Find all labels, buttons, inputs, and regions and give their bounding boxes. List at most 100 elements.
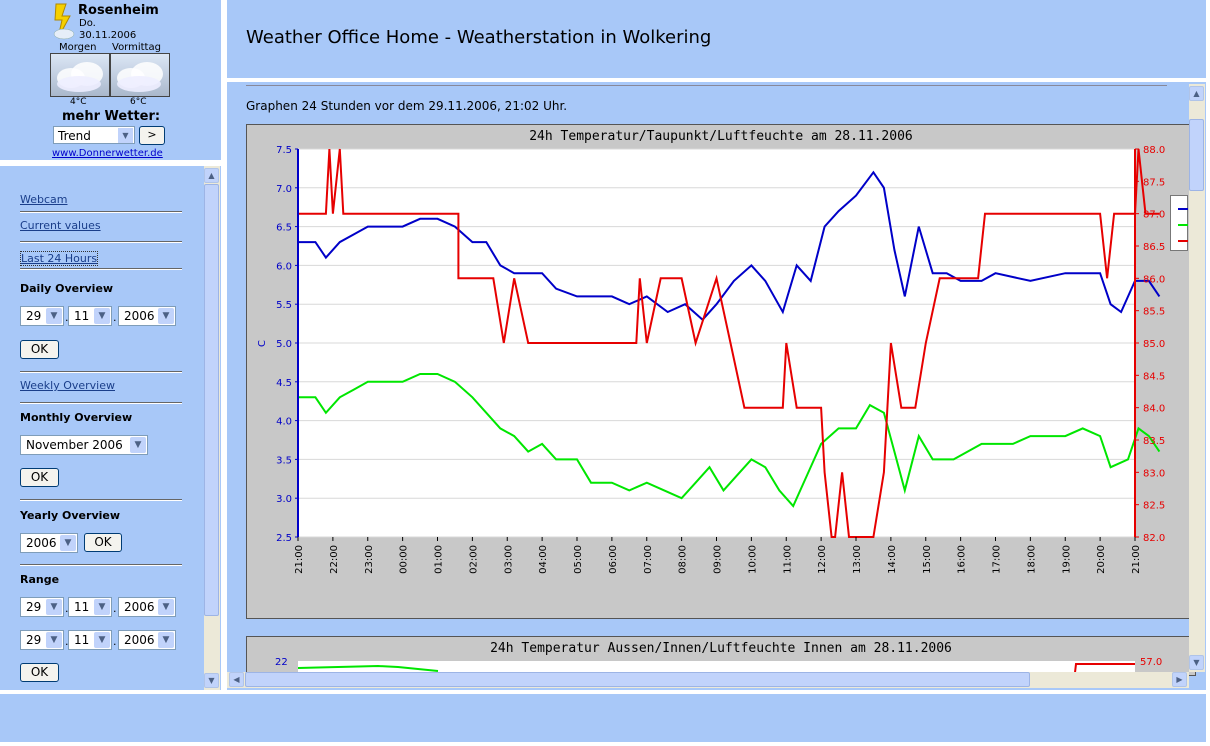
range-ok-button[interactable]: OK <box>20 663 59 682</box>
nav-link-current-values[interactable]: Current values <box>20 219 101 232</box>
chevron-down-icon: ▼ <box>46 308 62 324</box>
date-separator: . <box>113 635 117 648</box>
scroll-down-icon[interactable]: ▼ <box>204 673 219 688</box>
range-from-month-select[interactable]: 11 ▼ <box>68 597 112 617</box>
chevron-down-icon: ▼ <box>130 437 146 453</box>
scroll-right-icon[interactable]: ▶ <box>1172 672 1187 687</box>
x-tick-label: 02:00 <box>468 545 479 574</box>
range-from-month-value: 11 <box>74 600 90 614</box>
scroll-up-icon[interactable]: ▲ <box>204 168 219 183</box>
daily-ok-button[interactable]: OK <box>20 340 59 359</box>
chevron-down-icon: ▼ <box>94 599 110 615</box>
x-tick-label: 10:00 <box>747 545 758 574</box>
range-to-day-select[interactable]: 29 ▼ <box>20 630 64 650</box>
divider <box>20 268 182 270</box>
main-vscrollbar[interactable]: ▲ ▼ <box>1189 84 1205 672</box>
range-from-year-select[interactable]: 2006 ▼ <box>118 597 176 617</box>
y2-tick-label: 85.5 <box>1143 307 1165 318</box>
daily-overview-heading: Daily Overview <box>20 282 114 295</box>
x-tick-label: 13:00 <box>852 545 863 574</box>
series-line-1 <box>298 373 1161 508</box>
widget-city: Rosenheim <box>78 3 159 18</box>
period-temp-morning: 4°C <box>70 97 87 107</box>
x-tick-label: 07:00 <box>643 545 654 574</box>
y-tick-label: 4.5 <box>276 378 292 389</box>
nav-link-webcam[interactable]: Webcam <box>20 193 68 206</box>
x-tick-label: 01:00 <box>434 545 445 574</box>
y2-tick-label: 86.0 <box>1143 274 1165 285</box>
yearly-ok-button[interactable]: OK <box>84 533 122 552</box>
date-separator: . <box>113 311 117 324</box>
period-label-forenoon: Vormittag <box>112 42 161 53</box>
nav-link-last-24-hours[interactable]: Last 24 Hours <box>20 251 99 266</box>
x-tick-label: 00:00 <box>399 545 410 574</box>
date-separator: . <box>113 602 117 615</box>
graph-subtitle: Graphen 24 Stunden vor dem 29.11.2006, 2… <box>246 99 568 113</box>
chart2-lines <box>297 663 1135 675</box>
donnerwetter-link[interactable]: www.Donnerwetter.de <box>52 148 163 159</box>
period-temp-forenoon: 6°C <box>130 97 147 107</box>
x-tick-label: 06:00 <box>608 545 619 574</box>
x-tick-label: 16:00 <box>957 545 968 574</box>
divider <box>20 241 182 243</box>
x-tick-label: 12:00 <box>817 545 828 574</box>
range-to-month-select[interactable]: 11 ▼ <box>68 630 112 650</box>
monthly-ok-button[interactable]: OK <box>20 468 59 487</box>
x-tick-label: 15:00 <box>922 545 933 574</box>
y2-tick-label: 83.5 <box>1143 436 1165 447</box>
nav-link-weekly-overview[interactable]: Weekly Overview <box>20 379 115 392</box>
main-vscroll-thumb[interactable] <box>1189 119 1204 191</box>
main-hscrollbar[interactable]: ◀ ▶ <box>227 672 1189 688</box>
date-separator: . <box>65 635 69 648</box>
y2-tick-label: 82.0 <box>1143 533 1165 544</box>
range-to-year-value: 2006 <box>124 633 155 647</box>
monthly-select[interactable]: November 2006 ▼ <box>20 435 148 455</box>
yearly-select[interactable]: 2006 ▼ <box>20 533 78 553</box>
range-from-day-value: 29 <box>26 600 42 614</box>
nav-scrollbar[interactable]: ▲ ▼ <box>204 166 220 690</box>
widget-date: 30.11.2006 <box>79 30 137 41</box>
range-from-day-select[interactable]: 29 ▼ <box>20 597 64 617</box>
daily-day-value: 29 <box>26 309 42 323</box>
y2-tick-label: 87.5 <box>1143 177 1165 188</box>
x-tick-label: 03:00 <box>503 545 514 574</box>
y2-tick-label: 86.5 <box>1143 242 1165 253</box>
scroll-up-icon[interactable]: ▲ <box>1189 86 1204 101</box>
y-tick-label: 4.0 <box>276 417 292 428</box>
x-tick-label: 23:00 <box>364 545 375 574</box>
chart2-plot-area <box>297 661 1135 675</box>
temperature-chart: 2.5 3.0 3.5 4.0 4.5 5.0 5.5 6.0 6.5 7.0 7.5 82.0 82… <box>257 145 1165 574</box>
more-weather-label: mehr Wetter: <box>62 109 161 124</box>
x-tick-label: 22:00 <box>329 545 340 574</box>
monthly-value: November 2006 <box>26 438 123 452</box>
divider <box>20 371 182 373</box>
scroll-left-icon[interactable]: ◀ <box>229 672 244 687</box>
divider <box>246 85 1167 86</box>
divider <box>20 402 182 404</box>
chevron-down-icon: ▼ <box>94 632 110 648</box>
scroll-down-icon[interactable]: ▼ <box>1189 655 1204 670</box>
chart-legend <box>1170 195 1188 251</box>
page-title: Weather Office Home - Weatherstation in … <box>246 27 712 48</box>
x-tick-label: 21:00 <box>1131 545 1142 574</box>
daily-year-select[interactable]: 2006 ▼ <box>118 306 176 326</box>
series-line-0 <box>298 170 1161 322</box>
nav-scroll-thumb[interactable] <box>204 184 219 616</box>
y-tick-label: 7.5 <box>276 145 292 156</box>
range-to-year-select[interactable]: 2006 ▼ <box>118 630 176 650</box>
chevron-down-icon: ▼ <box>158 599 174 615</box>
main-frame: Graphen 24 Stunden vor dem 29.11.2006, 2… <box>227 82 1206 690</box>
weather-go-button[interactable]: > <box>139 126 165 145</box>
daily-day-select[interactable]: 29 ▼ <box>20 306 64 326</box>
x-tick-label: 05:00 <box>573 545 584 574</box>
weather-widget: Rosenheim Do. 30.11.2006 Morgen Vormitta… <box>0 0 221 160</box>
y2-tick-label: 84.5 <box>1143 371 1165 382</box>
weather-type-select[interactable]: Trend ▼ <box>53 126 135 144</box>
daily-month-value: 11 <box>74 309 90 323</box>
weather-type-value: Trend <box>58 129 91 143</box>
legend-swatch-green <box>1178 224 1188 226</box>
daily-month-select[interactable]: 11 ▼ <box>68 306 112 326</box>
lightning-icon <box>53 3 75 40</box>
range-to-month-value: 11 <box>74 633 90 647</box>
main-hscroll-thumb[interactable] <box>245 672 1030 687</box>
